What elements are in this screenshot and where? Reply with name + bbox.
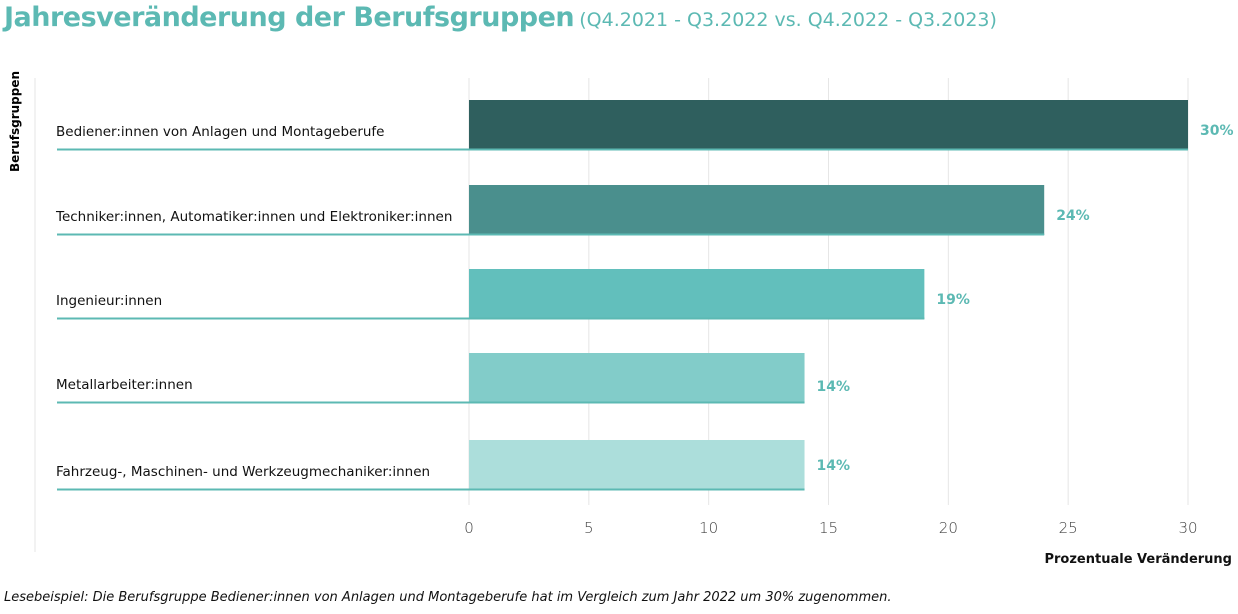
title-main: Jahresveränderung der Berufsgruppen [4,2,575,33]
bar [469,353,805,403]
category-label: Ingenieur:innen [56,293,162,309]
bar [469,269,925,319]
category-label: Metallarbeiter:innen [56,377,193,393]
x-tick-label: 5 [584,519,594,537]
category-label: Techniker:innen, Automatiker:innen und E… [55,209,452,225]
bar [469,100,1188,150]
data-label: 14% [817,458,851,474]
data-label: 14% [817,379,851,395]
data-label: 19% [936,292,970,308]
chart-title: Jahresveränderung der Berufsgruppen (Q4.… [4,2,997,33]
category-label: Bediener:innen von Anlagen und Montagebe… [56,124,384,140]
reading-example-note: Lesebeispiel: Die Berufsgruppe Bediener:… [4,590,892,605]
x-axis-label: Prozentuale Veränderung [1044,552,1232,567]
data-label: 30% [1200,123,1234,139]
x-tick-label: 30 [1178,519,1197,537]
category-label: Fahrzeug-, Maschinen- und Werkzeugmechan… [56,464,430,480]
title-period: (Q4.2021 - Q3.2022 vs. Q4.2022 - Q3.2023… [579,9,997,31]
x-tick-label: 20 [939,519,958,537]
data-label: 24% [1056,208,1090,224]
x-tick-label: 10 [699,519,718,537]
x-tick-label: 25 [1059,519,1078,537]
bar [469,185,1045,235]
bar [469,440,805,490]
x-tick-label: 0 [464,519,474,537]
x-tick-label: 15 [819,519,838,537]
